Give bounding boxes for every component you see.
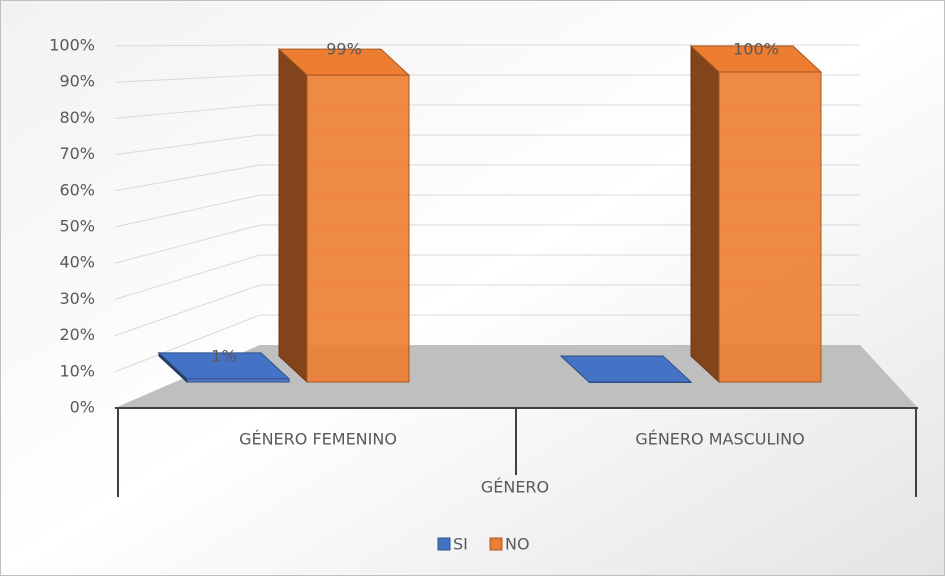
y-tick-label: 40% [59,253,95,272]
legend-label: SI [453,535,468,554]
y-tick-label: 30% [59,289,95,308]
grid-line [114,254,860,300]
bar [306,74,410,383]
grid-line [114,284,860,337]
bar-side [278,47,308,384]
bars [157,44,823,384]
grid-line [114,44,860,47]
grid [114,44,860,373]
x-tick-label: GÉNERO FEMENINO [239,430,397,449]
data-label: 100% [733,40,779,59]
bar-side [690,44,720,384]
y-tick-label: 90% [59,72,95,91]
y-tick-label: 0% [70,398,95,417]
grid-line [114,164,860,192]
legend-label: NO [505,535,530,554]
grid-line [114,104,860,119]
bar [186,378,290,383]
legend-swatch [489,537,503,551]
y-tick-label: 10% [59,361,95,380]
grid-line [114,194,860,228]
data-label: 1% [211,346,236,365]
bar [588,381,692,383]
grid-line [114,224,860,264]
x-tick-label: GÉNERO MASCULINO [635,430,804,449]
legend-swatch [437,537,451,551]
y-tick-label: 50% [59,217,95,236]
bar [718,71,822,383]
grid-line [114,134,860,156]
y-tick-label: 100% [49,36,95,55]
y-tick-label: 80% [59,108,95,127]
x-axis-title: GÉNERO [481,478,549,497]
grid-line [114,74,860,83]
y-tick-label: 60% [59,180,95,199]
y-tick-label: 20% [59,325,95,344]
y-tick-label: 70% [59,144,95,163]
data-label: 99% [326,40,362,59]
